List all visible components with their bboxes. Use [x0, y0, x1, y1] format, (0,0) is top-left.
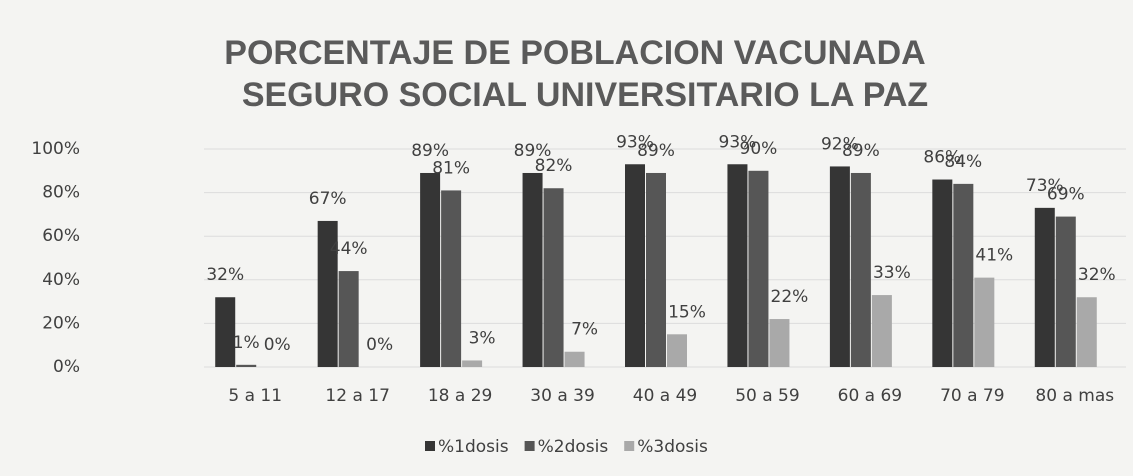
value-label: 32% [1078, 265, 1116, 285]
y-tick-label: 60% [42, 226, 80, 246]
x-tick-label: 5 a 11 [228, 386, 282, 406]
bar [850, 172, 871, 367]
bar [646, 172, 666, 367]
value-label: 32% [206, 265, 244, 285]
bar [236, 364, 257, 367]
legend-swatch [425, 441, 435, 451]
bar [829, 166, 850, 367]
value-label: 41% [975, 246, 1013, 266]
bar [871, 295, 892, 367]
y-tick-label: 80% [42, 183, 80, 203]
y-tick-label: 20% [42, 313, 80, 333]
legend-swatch [524, 441, 535, 451]
value-label: 67% [309, 189, 347, 209]
bar [625, 164, 645, 367]
value-label: 93% [719, 132, 757, 152]
x-tick-label: 50 a 59 [735, 386, 800, 406]
value-label: 89% [842, 141, 880, 161]
bar [215, 297, 236, 367]
chart-title: PORCENTAJE DE POBLACION VACUNADA [224, 34, 925, 72]
chart-subtitle: SEGURO SOCIAL UNIVERSITARIO LA PAZ [242, 76, 928, 114]
bar [727, 164, 748, 367]
value-label: 0% [264, 335, 291, 355]
x-tick-label: 30 a 39 [530, 386, 595, 406]
value-label: 86% [923, 148, 961, 168]
value-label: 0% [366, 335, 393, 355]
bar [1055, 216, 1076, 367]
value-label: 3% [469, 328, 496, 348]
bar [441, 190, 462, 367]
value-label: 69% [1047, 185, 1085, 205]
x-tick-label: 80 a mas [1035, 386, 1114, 406]
bar [974, 277, 995, 367]
bar [420, 172, 441, 367]
x-tick-label: 70 a 79 [940, 386, 1005, 406]
bar [543, 188, 564, 367]
bar [953, 183, 974, 367]
legend-swatch [624, 441, 635, 451]
value-label: 22% [771, 287, 809, 307]
value-label: 89% [411, 141, 449, 161]
value-label: 92% [821, 134, 859, 154]
bar [522, 172, 543, 367]
value-label: 7% [571, 320, 598, 340]
value-label: 84% [944, 152, 982, 172]
value-label: 82% [535, 156, 573, 176]
bar [564, 351, 585, 367]
bar [338, 271, 359, 367]
y-tick-label: 100% [31, 139, 80, 159]
value-label: 93% [616, 132, 654, 152]
value-label: 73% [1026, 176, 1064, 196]
x-tick-label: 18 a 29 [428, 386, 493, 406]
x-tick-label: 60 a 69 [838, 386, 903, 406]
bar [1034, 207, 1055, 367]
value-label: 33% [873, 263, 911, 283]
value-label: 89% [637, 141, 675, 161]
bar [1076, 297, 1097, 367]
value-label: 15% [668, 302, 706, 322]
value-label: 1% [233, 333, 260, 353]
x-tick-label: 12 a 17 [325, 386, 390, 406]
value-label: 89% [514, 141, 552, 161]
bar [462, 360, 483, 367]
value-label: 44% [330, 239, 368, 259]
bar [667, 334, 687, 367]
x-tick-label: 40 a 49 [633, 386, 698, 406]
bar [317, 220, 338, 367]
legend-label: %2dosis [538, 437, 609, 457]
y-tick-label: 40% [42, 270, 80, 290]
value-label: 81% [432, 158, 470, 178]
legend-label: %1dosis [438, 437, 509, 457]
bar [748, 170, 769, 367]
legend-label: %3dosis [637, 437, 708, 457]
bar [769, 319, 790, 367]
y-tick-label: 0% [53, 357, 80, 377]
value-label: 90% [740, 139, 778, 159]
bar [932, 179, 953, 367]
